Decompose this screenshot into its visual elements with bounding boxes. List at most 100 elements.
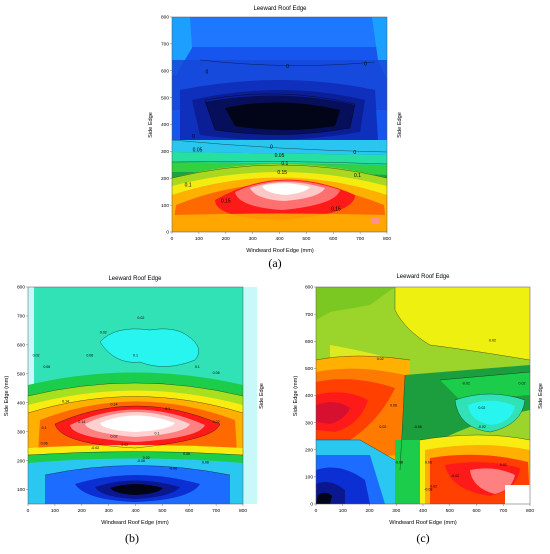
y-tick-label: 200 bbox=[17, 458, 25, 464]
panel-a-x-label: Windward Roof Edge (mm) bbox=[246, 248, 314, 254]
x-tick-label: 100 bbox=[51, 508, 59, 514]
panel-a-y-label: Side Edge bbox=[148, 112, 154, 138]
panel-a-title: Leeward Roof Edge bbox=[253, 6, 307, 12]
contour-label: 0.06 bbox=[43, 365, 50, 369]
contour-label: 0.1 bbox=[155, 432, 160, 436]
x-tick-label: 200 bbox=[78, 508, 86, 514]
contour-label: 0.15 bbox=[277, 170, 287, 176]
x-tick-label: 700 bbox=[212, 508, 220, 514]
contour-label: 0.02 bbox=[111, 434, 118, 438]
y-tick-label: 300 bbox=[305, 420, 313, 426]
contour-label: 0 bbox=[286, 64, 289, 70]
panel-a-right-label: Side Edge bbox=[397, 112, 403, 138]
panel-b-contour-labels: 0.02 0.02 0.02 0.06 0.06 0.1 0.1 0.06 0.14 0.14 0.… bbox=[33, 316, 220, 470]
x-tick-label: 100 bbox=[195, 236, 203, 242]
contour-label: 0.06 bbox=[202, 460, 209, 464]
x-tick-label: 300 bbox=[105, 508, 113, 514]
contour-label: 0.02 bbox=[379, 425, 386, 429]
contour-label: 0.05 bbox=[275, 153, 285, 159]
contour-label: 0.02 bbox=[377, 357, 384, 361]
contour-label: -0.08 bbox=[395, 460, 403, 464]
y-tick-label: 0 bbox=[310, 502, 313, 508]
y-tick-label: 500 bbox=[305, 366, 313, 372]
contour-label: 0.1 bbox=[185, 182, 192, 188]
y-tick-label: 100 bbox=[305, 475, 313, 481]
x-tick-label: 600 bbox=[472, 508, 480, 514]
y-tick-label: 800 bbox=[161, 15, 169, 21]
y-tick-label: 400 bbox=[17, 400, 25, 406]
panel-b-title: Leeward Roof Edge bbox=[108, 276, 162, 282]
contour-label: 0.02 bbox=[478, 406, 485, 410]
panel-c-title: Leeward Roof Edge bbox=[396, 274, 450, 280]
x-tick-label: 700 bbox=[356, 236, 364, 242]
y-tick-label: 700 bbox=[17, 314, 25, 320]
contour-label: 0.06 bbox=[41, 442, 48, 446]
x-tick-label: 800 bbox=[526, 508, 534, 514]
contour-label: 0.06 bbox=[213, 371, 220, 375]
contour-label: 0.02 bbox=[33, 353, 40, 357]
panel-b-caption: (b) bbox=[125, 531, 139, 545]
x-tick-label: 200 bbox=[365, 508, 373, 514]
x-tick-label: 100 bbox=[339, 508, 347, 514]
x-tick-label: 700 bbox=[499, 508, 507, 514]
y-tick-label: 0 bbox=[166, 230, 169, 236]
panel-c-y-ticks: 0 100 200 300 400 500 600 700 800 bbox=[305, 285, 316, 508]
contour-label: -0.08 bbox=[424, 487, 432, 491]
panel-a: Leeward Roof Edge bbox=[148, 6, 403, 270]
y-tick-label: 200 bbox=[305, 447, 313, 453]
contour-label: 0.1 bbox=[42, 426, 47, 430]
panel-b-x-ticks: 0 100 200 300 400 500 600 700 800 bbox=[27, 504, 247, 514]
x-tick-label: 600 bbox=[185, 508, 193, 514]
x-tick-label: 500 bbox=[302, 236, 310, 242]
x-tick-label: 0 bbox=[315, 508, 318, 514]
y-tick-label: 300 bbox=[17, 429, 25, 435]
contour-label: 0 bbox=[206, 69, 209, 75]
x-tick-label: 400 bbox=[131, 508, 139, 514]
y-tick-label: 200 bbox=[161, 176, 169, 182]
x-tick-label: 400 bbox=[275, 236, 283, 242]
y-tick-label: 600 bbox=[161, 68, 169, 74]
panel-b-heatmap bbox=[28, 287, 243, 504]
x-tick-label: 800 bbox=[239, 508, 247, 514]
x-tick-label: 400 bbox=[419, 508, 427, 514]
contour-label: 0 bbox=[353, 150, 356, 156]
contour-label: -0.06 bbox=[169, 466, 177, 470]
contour-label: 0.02 bbox=[518, 382, 525, 386]
contour-label: -0.02 bbox=[91, 446, 99, 450]
x-tick-label: 500 bbox=[158, 508, 166, 514]
contour-label: 0.1 bbox=[165, 407, 170, 411]
y-tick-label: 400 bbox=[161, 122, 169, 128]
panel-a-caption: (a) bbox=[268, 256, 281, 270]
y-tick-label: 500 bbox=[17, 372, 25, 378]
y-tick-label: 100 bbox=[17, 487, 25, 493]
contour-label: 0.02 bbox=[489, 338, 496, 342]
contour-label: 0.06 bbox=[425, 460, 432, 464]
panel-a-heatmap bbox=[172, 17, 387, 232]
panel-c-x-label: Windward Roof Edge (mm) bbox=[389, 520, 457, 526]
panel-c: Leeward Roof Edge bbox=[293, 274, 544, 545]
contour-label: 0.15 bbox=[331, 207, 341, 213]
contour-label: 0.1 bbox=[354, 173, 361, 179]
contour-label: 0.06 bbox=[183, 452, 190, 456]
x-tick-label: 800 bbox=[383, 236, 391, 242]
contour-label: -0.02 bbox=[462, 382, 470, 386]
panel-c-x-ticks: 0 100 200 300 400 500 600 700 800 bbox=[315, 504, 534, 514]
panel-c-right-label: Side Edge bbox=[538, 383, 544, 409]
panel-c-caption: (c) bbox=[416, 531, 429, 545]
x-tick-label: 0 bbox=[171, 236, 174, 242]
panel-c-y-label: Side Edge (mm) bbox=[293, 376, 299, 417]
y-tick-label: 800 bbox=[17, 285, 25, 291]
contour-label: 0.02 bbox=[121, 443, 128, 447]
x-tick-label: 600 bbox=[329, 236, 337, 242]
x-tick-label: 300 bbox=[392, 508, 400, 514]
contour-label: 0 bbox=[364, 61, 367, 67]
contour-label: 0.06 bbox=[390, 403, 397, 407]
panel-b-edge-strip bbox=[243, 287, 257, 504]
panel-c-heatmap bbox=[316, 287, 530, 504]
y-tick-label: 400 bbox=[305, 393, 313, 399]
contour-label: 0.02 bbox=[100, 330, 107, 334]
y-tick-label: 600 bbox=[305, 339, 313, 345]
panel-a-y-ticks: 0 100 200 300 400 500 600 700 800 bbox=[161, 15, 172, 236]
